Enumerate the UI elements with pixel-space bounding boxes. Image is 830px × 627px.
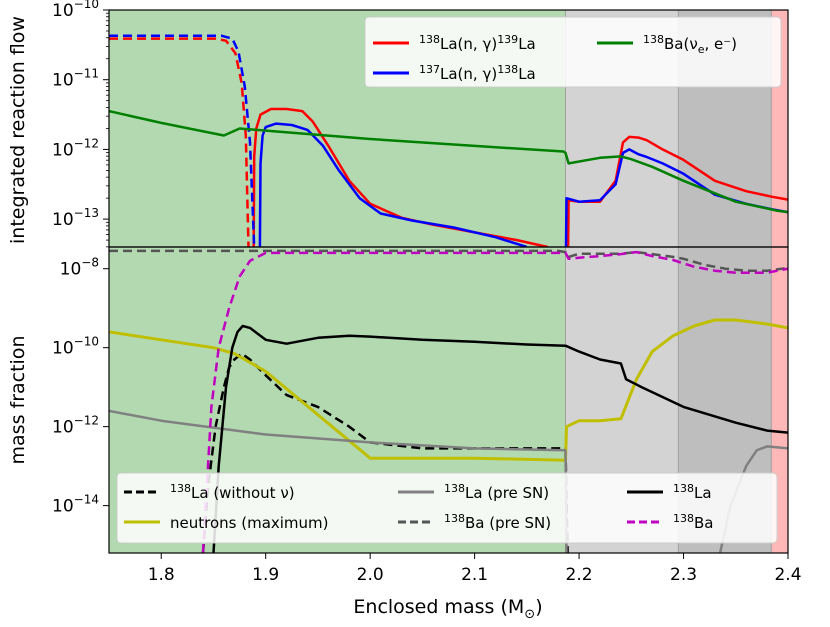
ba138-pre-sn-line [109, 249, 788, 272]
la137-ng-la138-line [109, 34, 256, 247]
ba138-line [201, 250, 788, 553]
la138-pre-sn-line [109, 409, 568, 553]
top-panel-lines [109, 34, 788, 247]
bottom-legend-box [116, 472, 778, 544]
top-y-axis-label: integrated reaction flow [7, 16, 29, 244]
bottom-legend: 138La (without ν) neutrons (maximum) 138La… [116, 472, 778, 544]
x-tick-label: 2.4 [774, 565, 801, 585]
y-tick-label: 10−11 [52, 67, 99, 91]
x-tick-label: 2.1 [461, 565, 488, 585]
top-legend: 138La(n, γ)139La 137La(n, γ)138La 138Ba(νe… [364, 16, 782, 88]
y-tick-label: 10−14 [52, 493, 99, 517]
ba138-pre-sn-legend-label: 138Ba (pre SN) [444, 512, 551, 532]
la138-legend-label: 138La [673, 482, 712, 502]
top-legend-box [364, 16, 782, 88]
x-tick-label: 2.0 [357, 565, 384, 585]
la138-without-nu-legend-label: 138La (without ν) [170, 482, 295, 502]
tick-labels: 1.8 1.9 2.0 2.1 2.2 2.3 2.4 10−10 10−11 10−12 10−1… [52, 0, 801, 585]
y-tick-label: 10−12 [52, 136, 99, 160]
la138-line [212, 324, 788, 553]
neutrons-maximum-legend-label: neutrons (maximum) [170, 514, 329, 532]
la138-ng-la139-legend-label: 138La(n, γ)139La [419, 33, 536, 53]
y-tick-label: 10−8 [60, 256, 99, 280]
x-tick-label: 2.2 [566, 565, 593, 585]
bottom-axes-frame [108, 246, 789, 554]
ba138-nue-e-line [109, 109, 788, 214]
la138-ng-la139-line [109, 37, 250, 247]
tick-marks [103, 9, 789, 559]
y-tick-label: 10−10 [52, 335, 99, 359]
y-tick-label: 10−12 [52, 414, 99, 438]
background-regions [109, 10, 788, 553]
neutrons-maximum-line [109, 318, 788, 462]
red-region [771, 10, 788, 553]
bottom-y-axis-label: mass fraction [7, 336, 29, 465]
green-region [109, 10, 566, 553]
ba138-legend-label: 138Ba [673, 512, 713, 532]
x-tick-label: 2.3 [670, 565, 697, 585]
la137-ng-la138-legend-label: 137La(n, γ)138La [419, 63, 536, 83]
y-tick-label: 10−13 [52, 206, 99, 230]
y-tick-label: 10−10 [52, 0, 99, 21]
x-tick-label: 1.9 [252, 565, 279, 585]
ba138-nue-e-legend-label: 138Ba(νe, e⁻) [643, 33, 737, 56]
x-tick-label: 1.8 [148, 565, 175, 585]
light-gray-region [565, 10, 679, 553]
x-axis-label: Enclosed mass (M⊙) [353, 596, 542, 622]
la137-ng-la138-line [258, 122, 528, 247]
la138-pre-sn-legend-label: 138La (pre SN) [444, 482, 549, 502]
dark-gray-region [678, 10, 772, 553]
